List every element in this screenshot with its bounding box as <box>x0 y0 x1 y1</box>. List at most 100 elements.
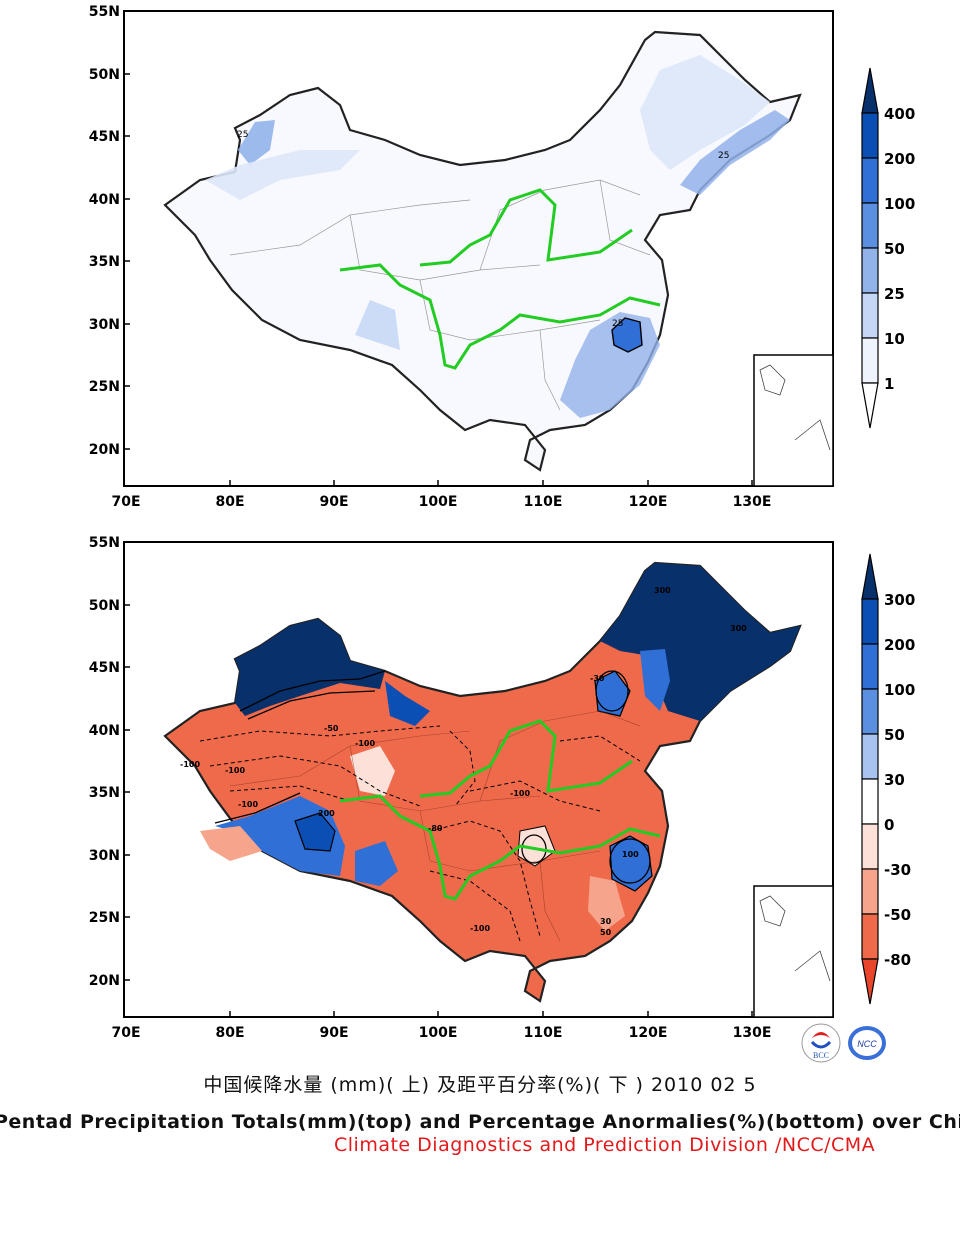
bottom-colorbar-label: 30 <box>884 771 905 789</box>
top-contour-label: 25 <box>612 319 623 329</box>
bottom-x-tick: 120E <box>629 1025 668 1041</box>
bottom-contour-label: -100 <box>225 766 245 775</box>
bottom-colorbar-label: 200 <box>884 636 915 654</box>
top-precip-west <box>238 120 275 165</box>
bottom-x-tick: 110E <box>524 1025 563 1041</box>
bottom-x-tick: 90E <box>319 1025 348 1041</box>
top-y-tick: 45N <box>89 129 120 145</box>
top-y-tick: 50N <box>89 67 120 83</box>
bottom-contour-label: -100 <box>470 924 490 933</box>
bottom-anomaly-near-zero-4 <box>200 826 262 861</box>
bottom-colorbar-label: 100 <box>884 681 915 699</box>
top-x-tick: 110E <box>524 494 563 510</box>
bottom-contour-label: 300 <box>730 624 747 633</box>
top-y-tick: 35N <box>89 254 120 270</box>
top-y-tick: 55N <box>89 4 120 20</box>
bottom-colorbar-label: -30 <box>884 861 911 879</box>
bottom-anomaly-near-zero-1 <box>350 746 395 796</box>
top-colorbar-label: 50 <box>884 240 905 258</box>
top-x-tick: 120E <box>629 494 668 510</box>
bottom-contour-label: -50 <box>324 724 339 733</box>
bottom-anomaly-tibet-east <box>355 841 398 886</box>
top-rivers <box>339 188 661 370</box>
ncc-logo-text: NCC <box>857 1039 877 1049</box>
bottom-tick-marks <box>124 541 753 1017</box>
top-precip-west-light <box>205 150 360 200</box>
bottom-colorbar-label: 0 <box>884 816 894 834</box>
top-colorbar-labels: 400 200 100 50 25 10 1 <box>884 105 915 393</box>
top-colorbar-label: 200 <box>884 150 915 168</box>
bottom-colorbar-labels: 300 200 100 50 30 0 -30 -50 -80 <box>884 591 915 969</box>
bottom-dashed-contours <box>199 725 641 942</box>
top-x-tick: 80E <box>215 494 244 510</box>
bottom-anomaly-northwest-2 <box>385 681 430 726</box>
top-inset-south-china-sea <box>753 354 833 486</box>
top-colorbar-label: 400 <box>884 105 915 123</box>
top-colorbar-label: 10 <box>884 330 905 348</box>
bottom-anomaly-northeast <box>600 563 800 721</box>
bottom-y-tick: 30N <box>89 848 120 864</box>
top-y-tick: 40N <box>89 192 120 208</box>
bottom-contour-label: 30 <box>600 917 612 926</box>
bottom-x-tick: 100E <box>419 1025 458 1041</box>
top-colorbar-label: 100 <box>884 195 915 213</box>
bottom-y-tick: 25N <box>89 910 120 926</box>
top-x-tick: 70E <box>111 494 140 510</box>
top-contour-label: 25 <box>718 151 729 161</box>
bottom-x-axis: 70E 80E 90E 100E 110E 120E 130E <box>111 1025 771 1041</box>
bottom-contour-labels: 300 300 -100 -100 -100 -100 -100 -100 -8… <box>180 586 747 937</box>
ncc-logo: NCC <box>848 1026 886 1060</box>
bottom-contour-label: 300 <box>654 586 671 595</box>
bottom-anomaly-northwest <box>235 619 385 716</box>
bottom-y-axis: 55N 50N 45N 40N 35N 30N 25N 20N <box>89 535 120 989</box>
bottom-anomaly-near-zero-2 <box>517 825 556 867</box>
top-x-axis: 70E 80E 90E 100E 110E 120E 130E <box>111 494 771 510</box>
bottom-colorbar-label: -50 <box>884 906 911 924</box>
top-precip-core <box>611 317 643 353</box>
bottom-anomaly-tibet-core <box>294 812 336 852</box>
top-colorbar <box>861 67 879 429</box>
bottom-contour-label: -80 <box>428 824 443 833</box>
bottom-contour-label: -100 <box>180 760 200 769</box>
top-precip-band-northeast-light <box>640 55 770 170</box>
bottom-contour-label: 50 <box>600 928 612 937</box>
bottom-contour-label: -100 <box>238 800 258 809</box>
top-y-tick: 25N <box>89 379 120 395</box>
bottom-contour-label: -100 <box>510 789 530 798</box>
caption-english: Pentad Precipitation Totals(mm)(top) and… <box>0 1111 960 1133</box>
bottom-map-svg: 300 300 -100 -100 -100 -100 -100 -100 -8… <box>89 535 916 1041</box>
top-colorbar-label: 1 <box>884 375 894 393</box>
bottom-solid-contours <box>214 670 651 884</box>
caption-division: Climate Diagnostics and Prediction Divis… <box>334 1134 876 1156</box>
top-x-tick: 100E <box>419 494 458 510</box>
bottom-colorbar-label: 300 <box>884 591 915 609</box>
bcc-logo: BCC <box>801 1023 841 1063</box>
bottom-contour-label: 200 <box>318 809 335 818</box>
top-contour-label: 25 <box>237 130 248 140</box>
top-y-tick: 20N <box>89 442 120 458</box>
bottom-contour-label: -30 <box>590 674 605 683</box>
top-y-tick: 30N <box>89 317 120 333</box>
top-panel: 25 25 25 55N 50N 45N 40N 35N 30N 25N 20N… <box>0 0 960 530</box>
top-precip-band-northeast <box>680 110 790 195</box>
bottom-colorbar <box>861 553 879 1005</box>
top-tick-marks <box>124 10 753 486</box>
bottom-anomaly-near-zero-3 <box>588 876 625 931</box>
top-colorbar-label: 25 <box>884 285 905 303</box>
bottom-contour-label: 100 <box>622 850 639 859</box>
bottom-y-tick: 40N <box>89 723 120 739</box>
bottom-x-tick: 70E <box>111 1025 140 1041</box>
top-x-tick: 90E <box>319 494 348 510</box>
bottom-x-tick: 80E <box>215 1025 244 1041</box>
bottom-panel: 300 300 -100 -100 -100 -100 -100 -100 -8… <box>0 531 960 1061</box>
bottom-inset-islands <box>759 895 831 982</box>
top-inset-islands <box>759 364 831 451</box>
bottom-y-tick: 50N <box>89 598 120 614</box>
bottom-x-tick: 130E <box>733 1025 772 1041</box>
top-y-axis: 55N 50N 45N 40N 35N 30N 25N 20N <box>89 4 120 458</box>
bottom-y-tick: 55N <box>89 535 120 551</box>
top-precip-sw <box>355 300 400 350</box>
bottom-y-tick: 20N <box>89 973 120 989</box>
bottom-colorbar-label: 50 <box>884 726 905 744</box>
top-map-svg: 25 25 25 55N 50N 45N 40N 35N 30N 25N 20N… <box>89 4 916 510</box>
